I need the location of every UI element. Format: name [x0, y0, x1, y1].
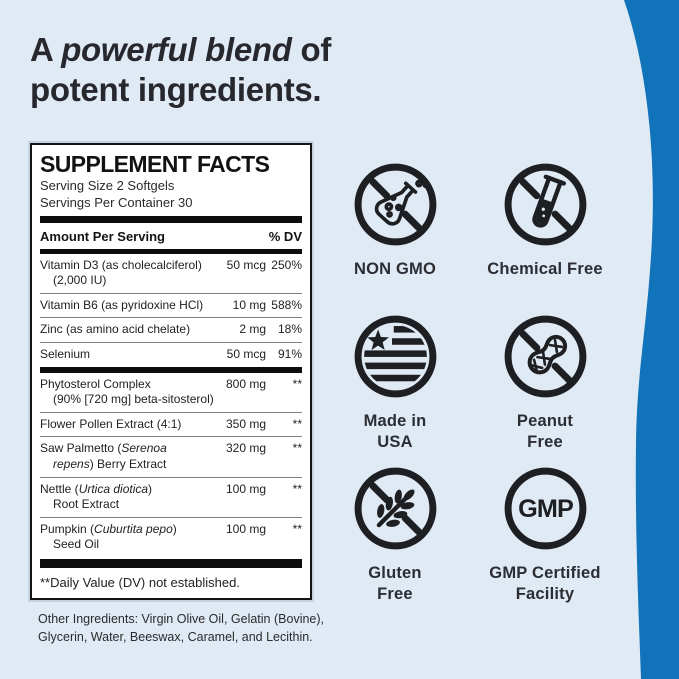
supplement-row: Zinc (as amino acid chelate) 2 mg 18%: [40, 317, 302, 342]
ingredient-daily-value: 18%: [277, 322, 302, 337]
divider-bar: [40, 366, 302, 373]
badge-label: Gluten Free: [368, 564, 422, 603]
supplement-row: Pumpkin (Cuburtita pepo) Seed Oil 100 mg *…: [40, 516, 302, 557]
supplement-facts-title: SUPPLEMENT FACTS: [40, 151, 270, 177]
ingredient-daily-value: 588%: [271, 297, 302, 312]
badge-peanut-free: Peanut Free: [470, 313, 620, 465]
ingredient-amount: 350 mg: [225, 416, 266, 431]
supplement-row: Nettle (Urtica diotica) Root Extract 100 …: [40, 476, 302, 517]
ingredient-name: Pumpkin (Cuburtita pepo) Seed Oil: [40, 521, 177, 552]
percent-dv-header: % DV: [268, 228, 302, 244]
wave-shape: [624, 0, 679, 679]
badge-label: Made in USA: [363, 412, 427, 451]
no-peanut-icon: [502, 313, 589, 400]
badge-label: Peanut Free: [516, 412, 574, 451]
ingredient-name: Zinc (as amino acid chelate): [40, 322, 191, 337]
divider-bar: [40, 215, 302, 223]
supplement-row: Selenium 50 mcg 91%: [40, 341, 302, 367]
ingredient-name: Vitamin B6 (as pyridoxine HCl): [40, 297, 204, 312]
ingredient-amount: 100 mg: [225, 521, 266, 536]
no-wheat-icon: [352, 465, 439, 552]
badge-label: NON GMO: [353, 260, 437, 278]
no-flask-icon: [352, 161, 439, 248]
ingredient-daily-value: **: [292, 376, 302, 391]
gmp-circle-icon: GMP: [502, 465, 589, 552]
ingredient-amount: 100 mg: [225, 481, 266, 496]
ingredient-amount: 800 mg: [225, 376, 266, 391]
headline-emphasis: powerful blend: [61, 31, 292, 68]
other-ingredients-text: Other Ingredients: Virgin Olive Oil, Gel…: [38, 611, 325, 645]
serving-size: Serving Size 2 Softgels: [40, 178, 175, 194]
badge-chemical-free: Chemical Free: [470, 161, 620, 313]
ingredient-amount: 50 mcg: [226, 346, 266, 361]
supplement-row: Phytosterol Complex (90% [720 mg] beta-s…: [40, 373, 302, 412]
divider-bar: [40, 558, 302, 568]
ingredient-daily-value: 91%: [277, 346, 302, 361]
ingredient-daily-value: **: [292, 416, 302, 431]
badge-non-gmo: NON GMO: [320, 161, 470, 313]
supplement-row: Flower Pollen Extract (4:1) 350 mg **: [40, 411, 302, 437]
blend-rows: Phytosterol Complex (90% [720 mg] beta-s…: [40, 373, 302, 557]
no-test-tube-icon: [502, 161, 589, 248]
badge-label: GMP Certified Facility: [489, 564, 601, 603]
divider-bar: [40, 248, 302, 254]
supplement-row: Saw Palmetto (Serenoa repens) Berry Extr…: [40, 436, 302, 476]
ingredient-name: Saw Palmetto (Serenoa repens) Berry Extr…: [40, 441, 167, 471]
supplement-row: Vitamin D3 (as cholecalciferol) (2,000 I…: [40, 254, 302, 293]
servings-per-container: Servings Per Container 30: [40, 195, 193, 211]
ingredient-amount: 2 mg: [239, 322, 266, 337]
headline-line1: A powerful blend of: [30, 31, 332, 68]
table-header: Amount Per Serving % DV: [40, 226, 302, 247]
page-title: A powerful blend of potent ingredients.: [30, 30, 490, 109]
ingredient-daily-value: **: [292, 521, 302, 536]
vitamin-rows: Vitamin D3 (as cholecalciferol) (2,000 I…: [40, 254, 302, 367]
ingredient-daily-value: **: [292, 441, 302, 456]
ingredient-daily-value: 250%: [271, 257, 302, 272]
svg-text:GMP: GMP: [518, 495, 573, 523]
badge-grid: NON GMO Chemical Free: [320, 161, 620, 617]
badge-made-in-usa: Made in USA: [320, 313, 470, 465]
usa-flag-icon: [352, 313, 439, 400]
badge-label: Chemical Free: [487, 260, 603, 278]
badge-gluten-free: Gluten Free: [320, 465, 470, 617]
ingredient-name: Flower Pollen Extract (4:1): [40, 416, 182, 431]
supplement-facts-panel: SUPPLEMENT FACTS Serving Size 2 Softgels…: [30, 143, 312, 600]
left-column: SUPPLEMENT FACTS Serving Size 2 Softgels…: [30, 143, 324, 646]
ingredient-name: Phytosterol Complex (90% [720 mg] beta-s…: [40, 376, 214, 407]
ingredient-amount: 320 mg: [225, 441, 266, 456]
ingredient-amount: 50 mcg: [226, 257, 266, 272]
headline-line2: potent ingredients.: [30, 70, 322, 108]
ingredient-amount: 10 mg: [232, 297, 266, 312]
ingredient-daily-value: **: [292, 481, 302, 496]
badge-gmp-certified: GMP GMP Certified Facility: [470, 465, 620, 617]
ingredient-name: Selenium: [40, 346, 91, 361]
daily-value-footnote: **Daily Value (DV) not established.: [40, 574, 240, 590]
amount-per-serving-header: Amount Per Serving: [40, 228, 165, 244]
ingredient-name: Vitamin D3 (as cholecalciferol) (2,000 I…: [40, 257, 202, 288]
ingredient-name: Nettle (Urtica diotica) Root Extract: [40, 481, 153, 512]
supplement-row: Vitamin B6 (as pyridoxine HCl) 10 mg 588%: [40, 292, 302, 318]
